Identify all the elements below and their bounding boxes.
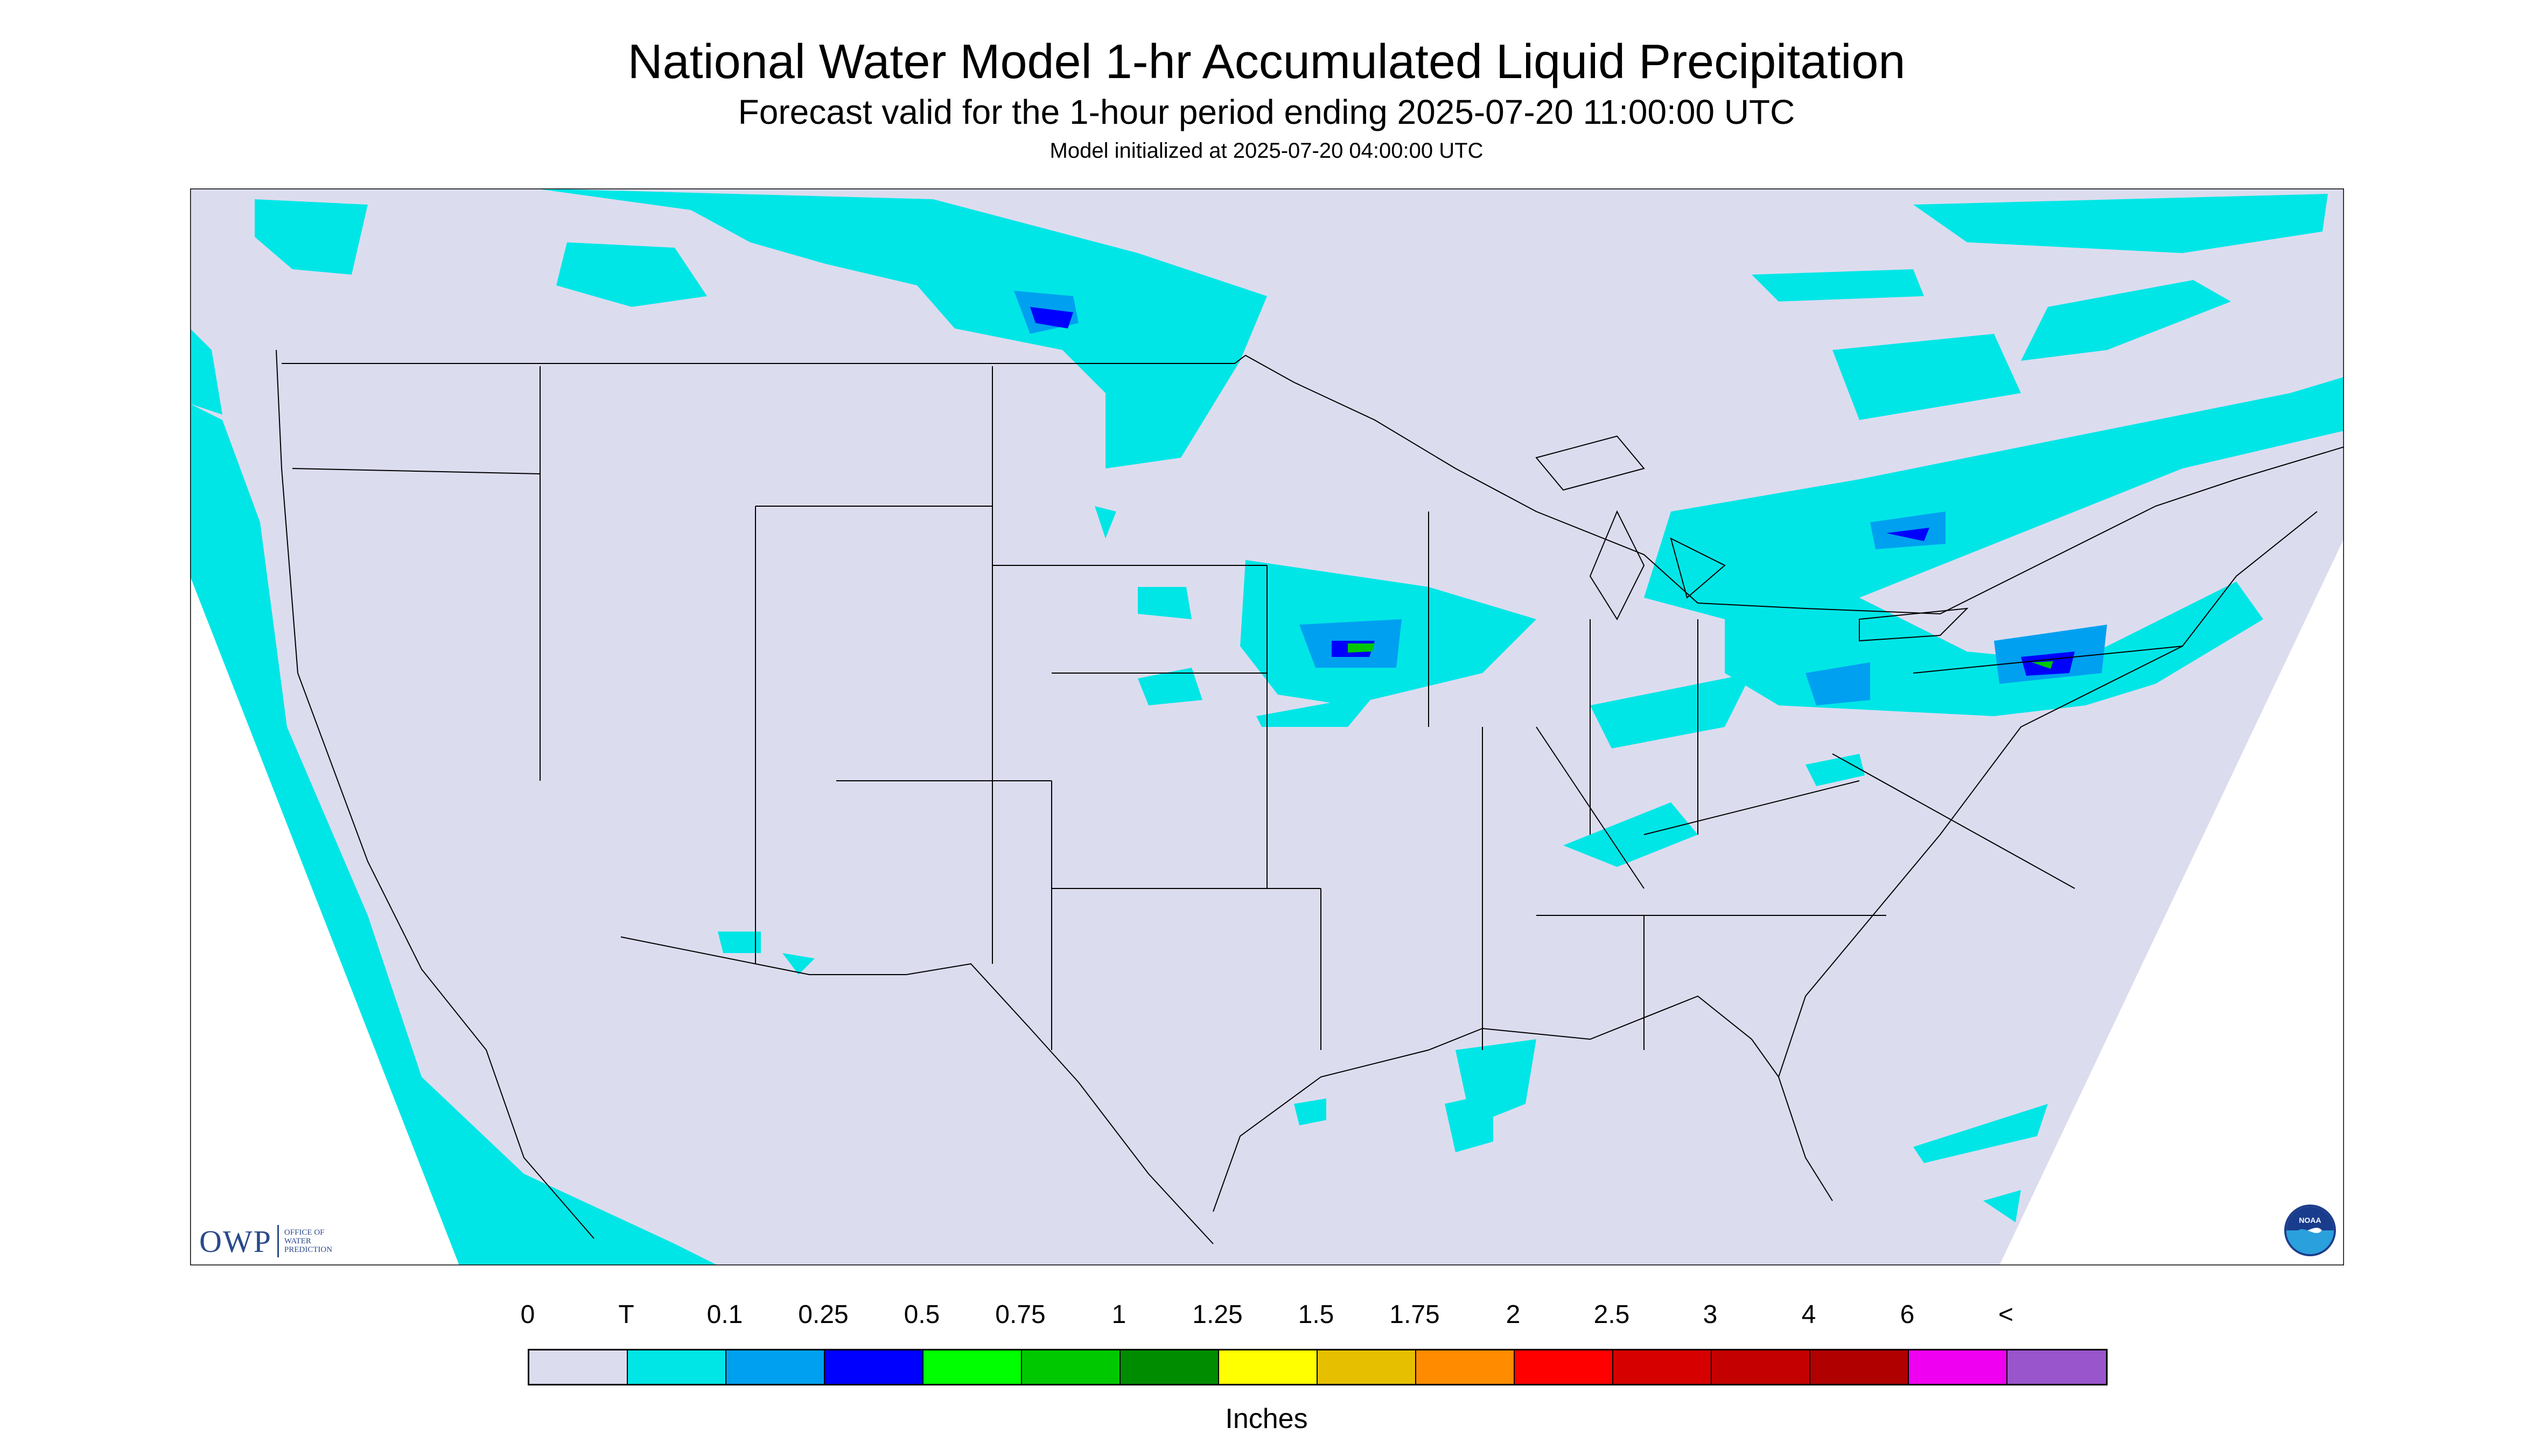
- legend-swatch: [2007, 1350, 2106, 1384]
- owp-logo: OWP OFFICE OF WATER PREDICTION: [199, 1222, 332, 1260]
- precipitation-map: [190, 188, 2344, 1265]
- legend-labels: 0 T 0.1 0.25 0.5 0.75 1 1.25 1.5 1.75 2 2.5 3 4 6 <: [0, 1299, 2533, 1336]
- legend-label: 0: [520, 1300, 535, 1329]
- legend-swatch: [1810, 1350, 1909, 1384]
- great-lakes: [1535, 435, 1969, 642]
- precip-great-lakes-band: [1644, 377, 2344, 619]
- legend-label: 4: [1801, 1300, 1816, 1329]
- legend-label: 1.5: [1298, 1300, 1334, 1329]
- precip-extreme-areas: [1348, 643, 2053, 669]
- precip-light-areas: [190, 188, 2344, 1265]
- legend-label: 2: [1506, 1300, 1521, 1329]
- legend-label: 1: [1111, 1300, 1126, 1329]
- coastline-east: [1213, 511, 2318, 1212]
- us-mexico-border: [620, 936, 1214, 1244]
- legend-label: 0.75: [995, 1300, 1046, 1329]
- legend-swatch: [1022, 1350, 1121, 1384]
- precip-canada-east: [1913, 194, 2328, 253]
- precip-pacific: [190, 404, 718, 1265]
- state-lines: [292, 366, 2183, 1050]
- legend-label: 1.75: [1389, 1300, 1440, 1329]
- legend-swatch: [1712, 1350, 1810, 1384]
- legend-label: 0.5: [904, 1300, 940, 1329]
- legend-swatch: [1515, 1350, 1613, 1384]
- legend-swatch: [529, 1350, 628, 1384]
- precip-canada-prairies: [535, 188, 1267, 468]
- forecast-valid-subtitle: Forecast valid for the 1-hour period end…: [738, 93, 1795, 131]
- legend-label: 0.1: [706, 1300, 743, 1329]
- us-canada-border: [282, 354, 2344, 615]
- legend-swatch: [825, 1350, 923, 1384]
- owp-text: OFFICE OF WATER PREDICTION: [284, 1228, 333, 1254]
- legend-color-bar: [528, 1349, 2108, 1385]
- noaa-logo-text: NOAA: [2299, 1216, 2321, 1224]
- precip-pacific-north: [190, 328, 222, 415]
- legend-swatch: [628, 1350, 726, 1384]
- political-boundaries: [276, 349, 2344, 1244]
- legend-swatch: [923, 1350, 1022, 1384]
- noaa-logo-icon: NOAA: [2284, 1205, 2336, 1256]
- legend-label: 1.25: [1192, 1300, 1243, 1329]
- legend-swatch: [1219, 1350, 1318, 1384]
- owp-mark: OWP: [199, 1223, 272, 1259]
- outside-domain-right: [1999, 538, 2344, 1265]
- legend-swatch: [1909, 1350, 2007, 1384]
- legend-swatch: [1318, 1350, 1416, 1384]
- legend-swatch: [1121, 1350, 1219, 1384]
- owp-separator: [277, 1225, 279, 1257]
- precip-bc: [255, 199, 368, 275]
- legend-label: 3: [1703, 1300, 1718, 1329]
- legend-swatch: [1613, 1350, 1712, 1384]
- legend-label: T: [618, 1300, 634, 1329]
- legend-label: 0.25: [798, 1300, 849, 1329]
- map-title: National Water Model 1-hr Accumulated Li…: [627, 35, 1906, 89]
- legend-label: 2.5: [1593, 1300, 1630, 1329]
- legend-units: Inches: [1225, 1403, 1308, 1434]
- model-init-text: Model initialized at 2025-07-20 04:00:00…: [1049, 139, 1484, 163]
- coastline-west: [276, 349, 594, 1239]
- legend-label: 6: [1900, 1300, 1915, 1329]
- legend-swatch: [1416, 1350, 1515, 1384]
- legend-swatch: [726, 1350, 825, 1384]
- legend-label: <: [1998, 1300, 2014, 1329]
